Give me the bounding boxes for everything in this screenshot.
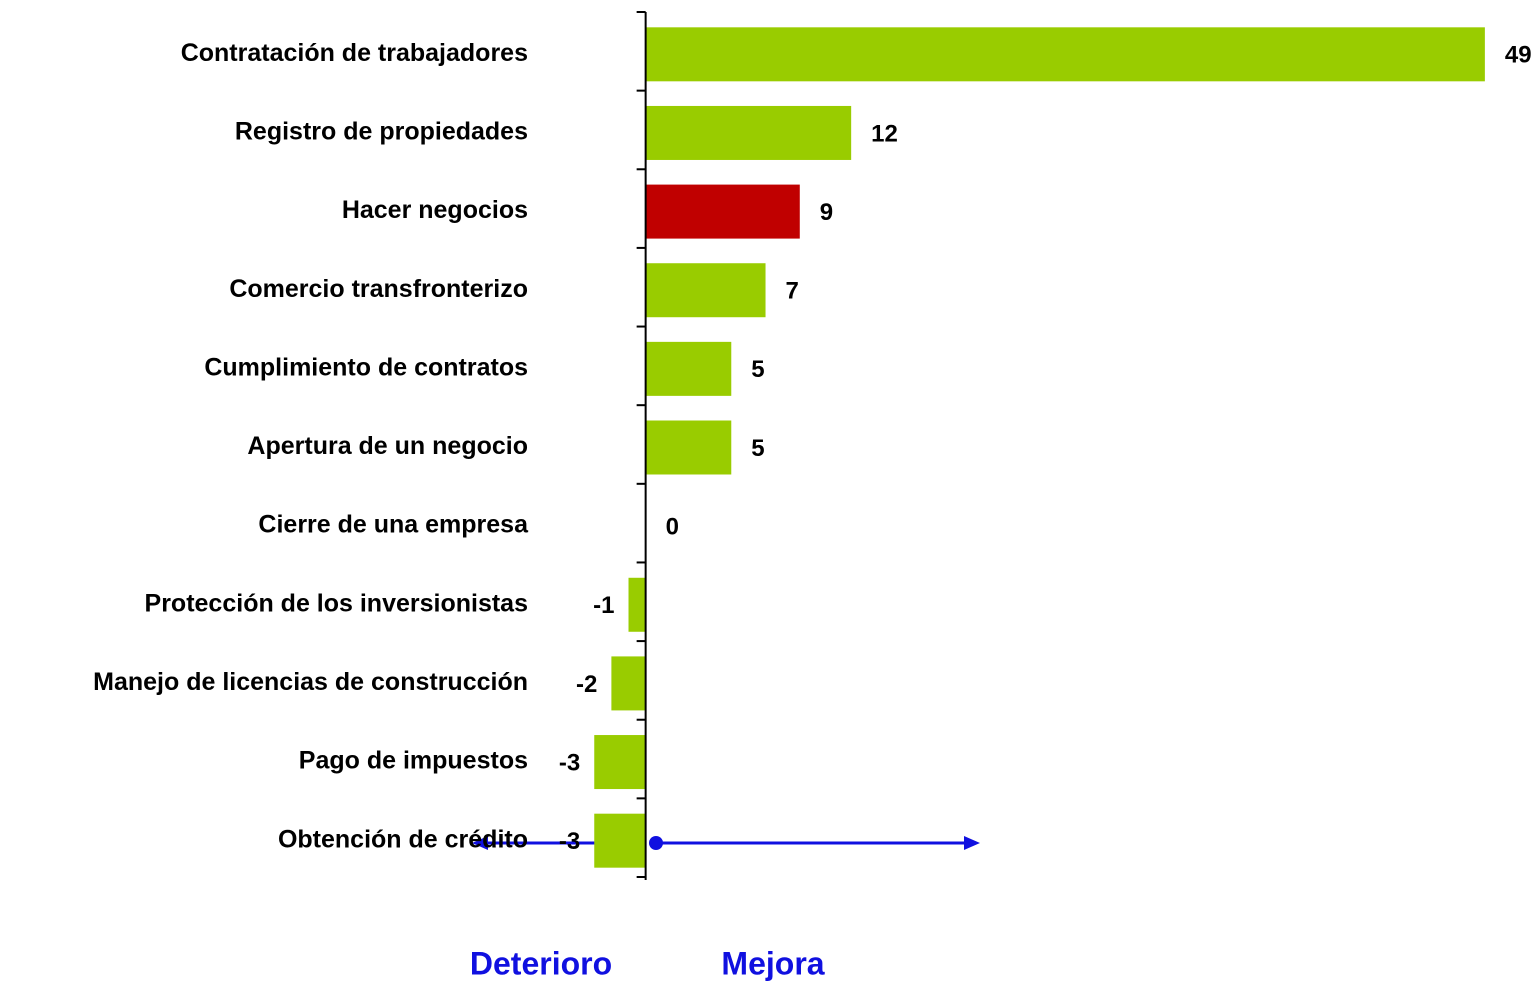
value-label: 0 [666, 513, 679, 540]
value-label: -2 [576, 671, 597, 698]
value-label: 9 [820, 199, 833, 226]
value-label: -3 [559, 749, 580, 776]
annotation: Deterioro [470, 945, 612, 981]
bar [645, 184, 800, 239]
bar [645, 420, 732, 475]
category-label: Hacer negocios [342, 196, 528, 224]
bar [645, 105, 852, 160]
category-label: Cierre de una empresa [258, 511, 529, 539]
category-label: Manejo de licencias de construcción [93, 668, 528, 696]
bar [594, 735, 646, 790]
category-label: Obtención de crédito [278, 825, 528, 853]
bar [594, 813, 646, 868]
category-label: Protección de los inversionistas [145, 589, 528, 617]
value-label: 5 [751, 356, 764, 383]
value-label: 49 [1505, 42, 1532, 69]
category-label: Comercio transfronterizo [229, 275, 528, 303]
bar [611, 656, 646, 711]
category-label: Contratación de trabajadores [181, 39, 528, 67]
category-label: Apertura de un negocio [247, 432, 528, 460]
bar [645, 27, 1485, 82]
value-label: 12 [871, 120, 898, 147]
annotation: Mejora [721, 945, 824, 981]
category-label: Registro de propiedades [235, 118, 528, 146]
category-label: Pago de impuestos [299, 747, 528, 775]
category-label: Cumplimiento de contratos [204, 353, 528, 381]
value-label: 5 [751, 435, 764, 462]
arrow-head [964, 836, 980, 850]
arrow-head [472, 836, 488, 850]
value-label: -3 [559, 828, 580, 855]
bar [645, 263, 766, 318]
bar [645, 341, 732, 396]
bar [628, 577, 646, 632]
value-label: 7 [786, 278, 799, 305]
direction-arrows [472, 836, 980, 850]
value-label: -1 [593, 592, 614, 619]
arrow-dot [649, 836, 663, 850]
